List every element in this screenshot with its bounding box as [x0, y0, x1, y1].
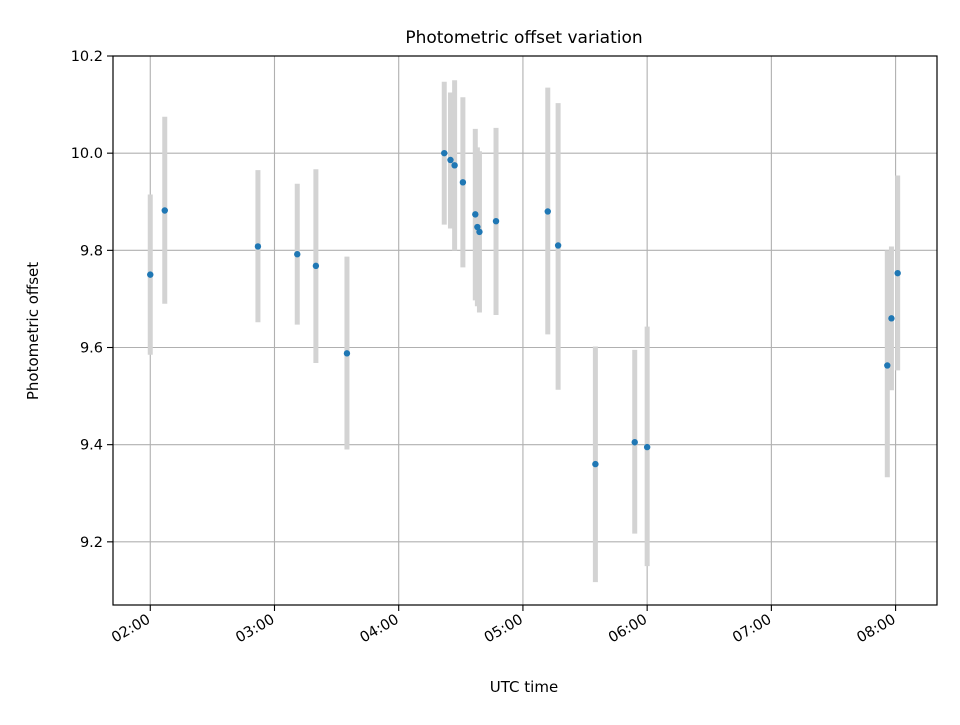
y-tick-label: 10.2 [71, 49, 103, 65]
data-point [884, 362, 891, 369]
y-tick-label: 9.4 [80, 438, 103, 454]
data-point [451, 162, 458, 169]
data-point [343, 350, 351, 357]
data-point [312, 262, 320, 270]
y-tick-label: 9.8 [80, 243, 103, 259]
data-point [631, 439, 638, 446]
x-axis-label: UTC time [490, 678, 558, 696]
data-point [254, 243, 262, 250]
chart-title: Photometric offset variation [405, 28, 642, 48]
data-point [447, 156, 454, 164]
y-axis-label: Photometric offset [24, 262, 42, 400]
data-point [888, 315, 895, 322]
plot-frame [112, 55, 938, 606]
y-axis-ticks: 9.2 9.4 9.6 9.8 10.0 10.2 [71, 49, 113, 551]
data-point [592, 460, 599, 468]
data-point [147, 271, 154, 278]
data-point [643, 443, 651, 451]
data-point [474, 223, 481, 231]
data-point [894, 269, 901, 277]
data-point [476, 228, 483, 236]
y-tick-label: 9.2 [80, 535, 103, 551]
data-point [161, 207, 168, 214]
data-point [294, 251, 301, 258]
data-point [554, 242, 562, 249]
data-point [459, 179, 467, 186]
data-point [472, 211, 479, 218]
data-point [544, 208, 551, 215]
data-point [492, 217, 500, 225]
y-tick-label: 10.0 [71, 146, 103, 162]
data-points [147, 149, 901, 468]
y-tick-label: 9.6 [80, 341, 103, 357]
grid-lines [113, 55, 937, 605]
data-point [441, 149, 448, 157]
